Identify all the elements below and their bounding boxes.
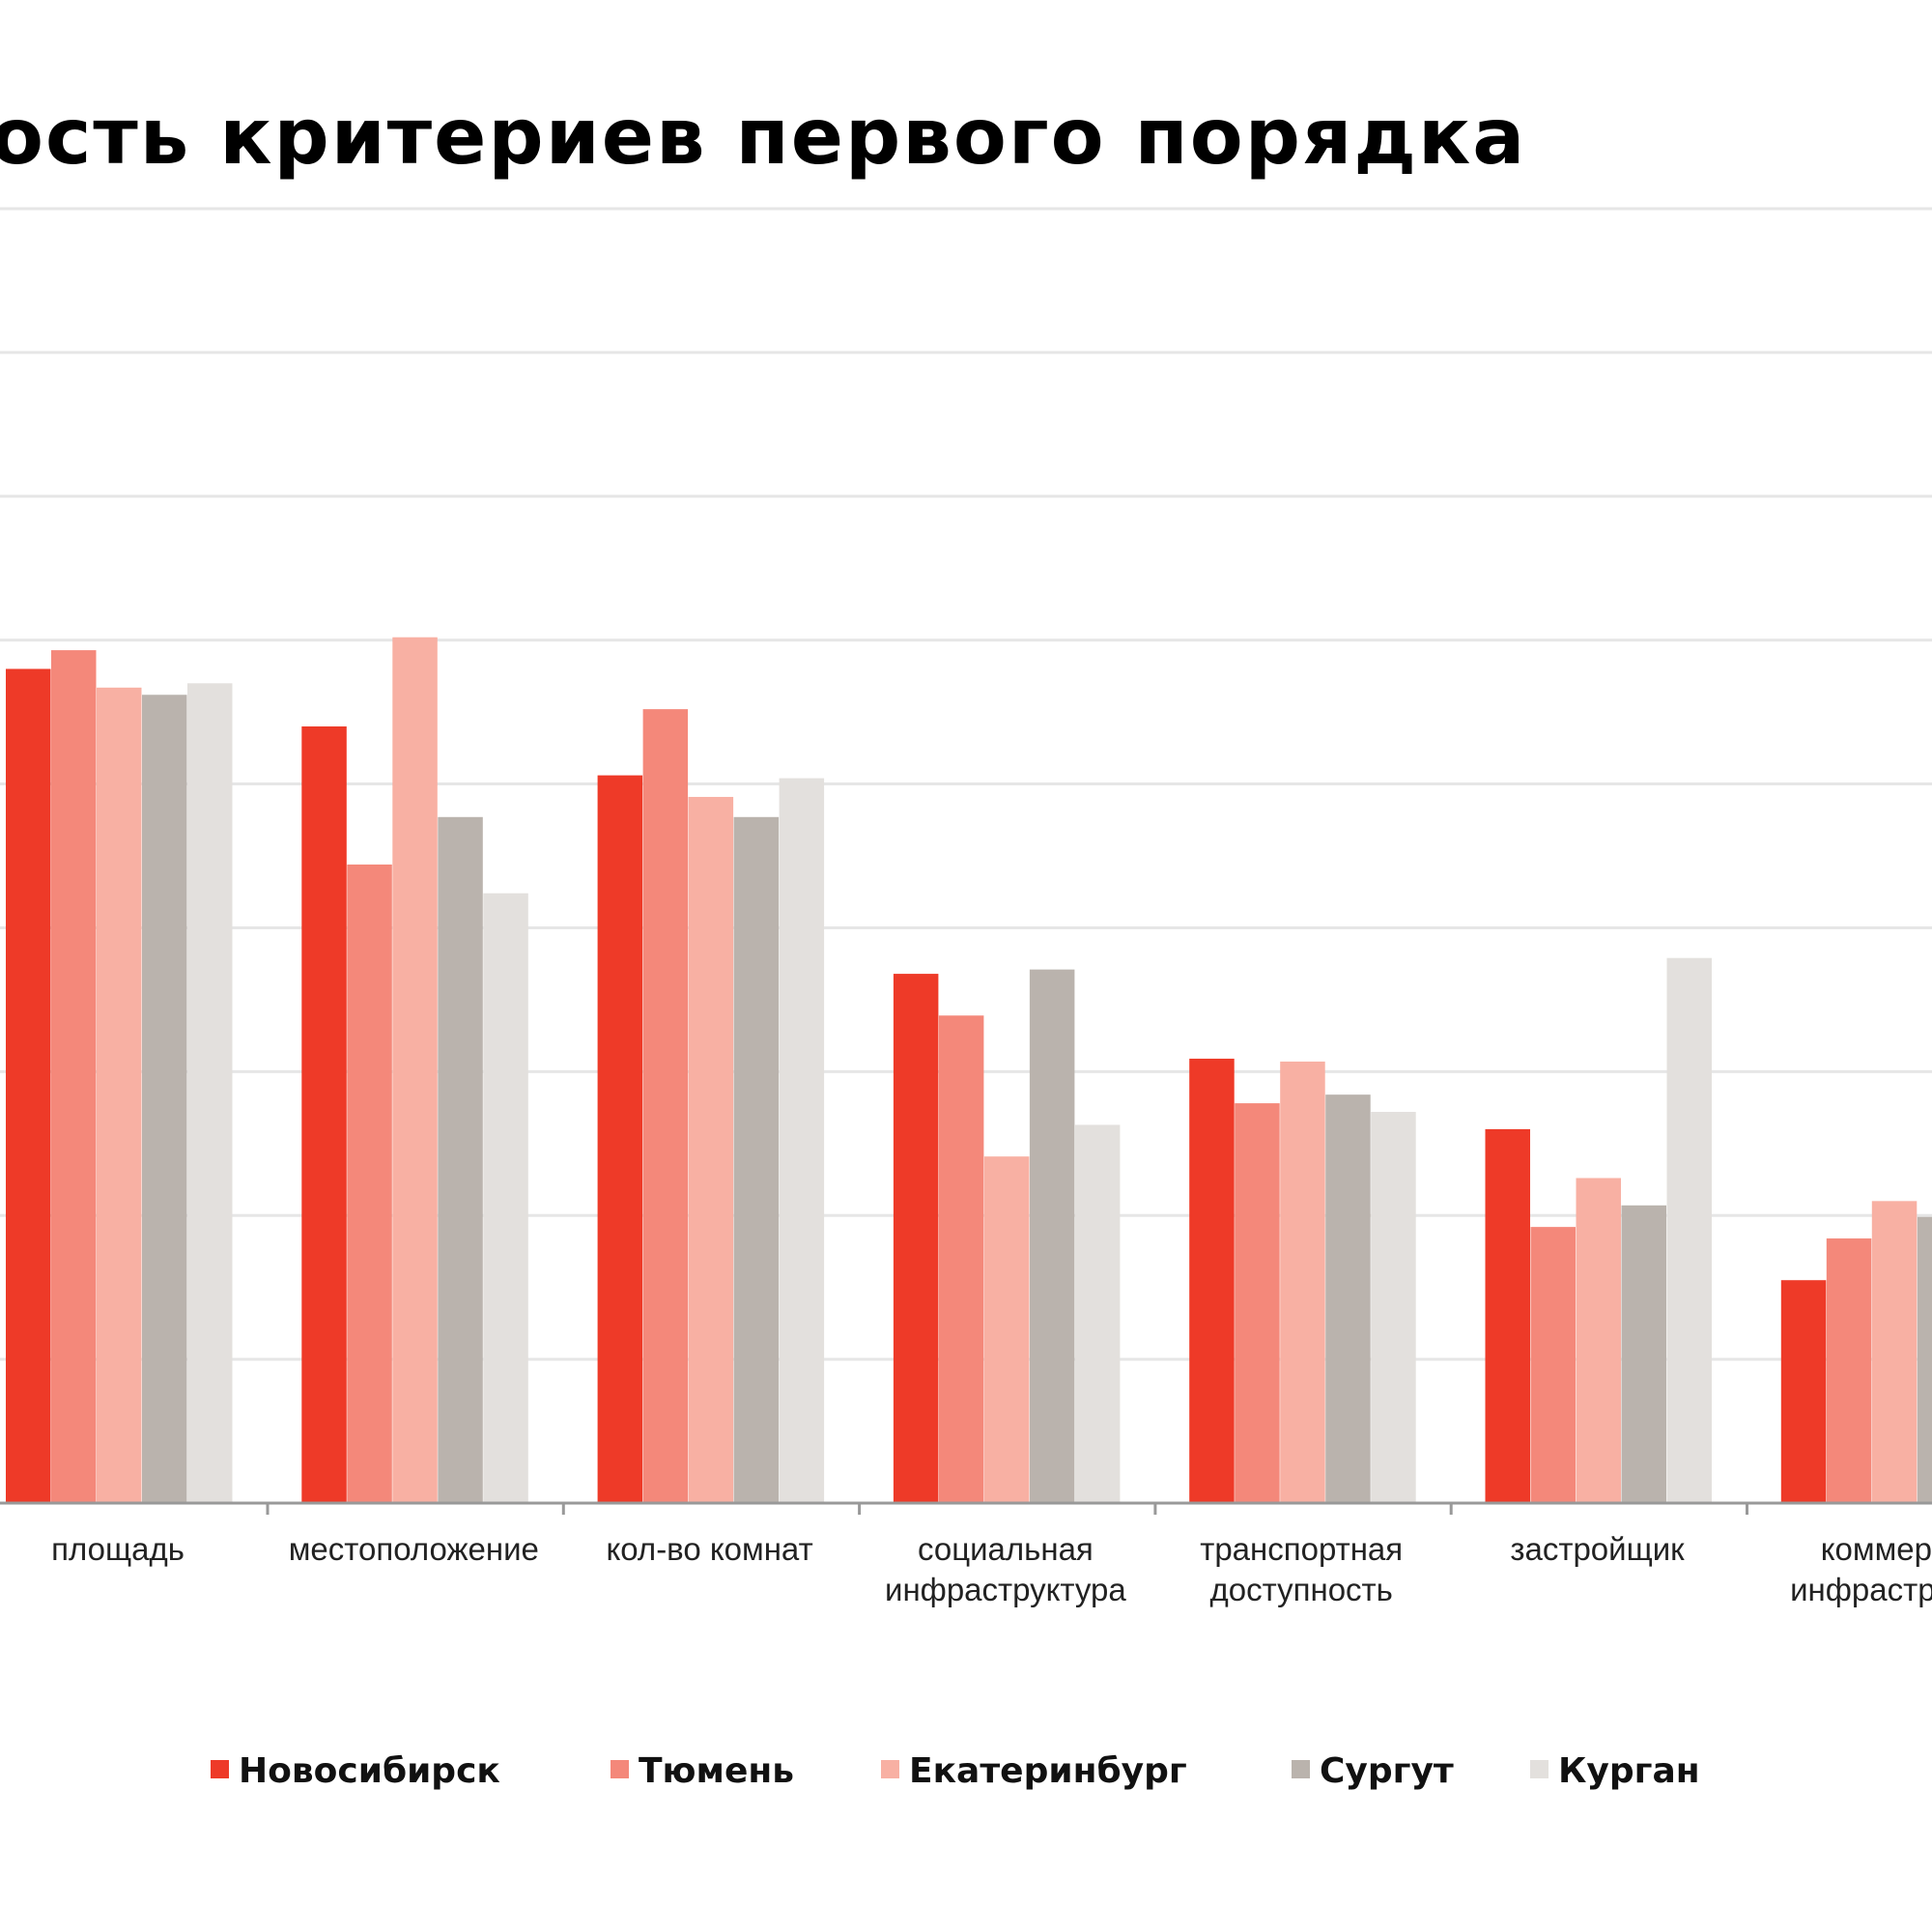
- x-tick-label: транспортная доступность: [1200, 1531, 1403, 1607]
- x-tick-label: социальная инфраструктура: [885, 1531, 1126, 1607]
- bar: [1235, 1103, 1280, 1503]
- bar: [392, 637, 438, 1503]
- x-tick-label: застройщик: [1510, 1531, 1685, 1567]
- bar: [97, 687, 142, 1503]
- legend-swatch: [1292, 1760, 1310, 1778]
- legend-label: Екатеринбург: [909, 1751, 1187, 1791]
- x-tick-labels: площадь местоположение кол-во комнат социал…: [51, 1531, 1932, 1607]
- bar: [1871, 1201, 1918, 1503]
- bar: [1485, 1128, 1530, 1503]
- bar: [1917, 1216, 1932, 1503]
- legend-swatch: [1530, 1760, 1548, 1778]
- bar: [483, 893, 528, 1503]
- legend-label: Новосибирск: [239, 1751, 500, 1791]
- bar: [1189, 1058, 1235, 1503]
- bar: [893, 974, 939, 1503]
- legend: Новосибирск Тюмень Екатеринбург Сургут Курга…: [211, 1751, 1700, 1791]
- bar: [779, 778, 825, 1503]
- legend-swatch: [211, 1760, 229, 1778]
- legend-swatch: [611, 1760, 629, 1778]
- bar: [1780, 1280, 1827, 1503]
- legend-label: Курган: [1558, 1751, 1700, 1791]
- x-tick-label: местоположение: [289, 1531, 539, 1567]
- legend-label: Тюмень: [639, 1751, 794, 1791]
- bar: [1280, 1061, 1325, 1503]
- x-axis: [0, 1501, 1932, 1515]
- bar: [688, 796, 734, 1503]
- x-tick-label: площадь: [51, 1531, 185, 1567]
- bar: [438, 816, 483, 1503]
- bar: [938, 1015, 984, 1503]
- bar: [1666, 957, 1712, 1503]
- bar: [733, 816, 780, 1503]
- bar: [1530, 1227, 1576, 1503]
- x-tick-label: кол-во комнат: [607, 1531, 813, 1567]
- bar: [1325, 1094, 1371, 1503]
- bar: [597, 775, 643, 1503]
- bar: [1576, 1178, 1621, 1503]
- bar: [1621, 1205, 1666, 1503]
- bar: [1826, 1238, 1872, 1503]
- bar: [142, 695, 187, 1503]
- bars: [6, 637, 1932, 1503]
- x-tick-label: коммерчеинфраструкту: [1790, 1531, 1932, 1607]
- bar: [51, 650, 97, 1503]
- chart-title: ость критериев первого порядка: [0, 92, 1527, 182]
- bar: [187, 683, 233, 1503]
- bar: [6, 668, 51, 1503]
- bar: [642, 709, 689, 1503]
- bar: [1029, 969, 1075, 1503]
- bar: [983, 1156, 1030, 1503]
- bar: [1371, 1112, 1416, 1503]
- bar: [1074, 1124, 1121, 1503]
- bar: [347, 864, 392, 1503]
- legend-swatch: [881, 1760, 899, 1778]
- legend-label: Сургут: [1320, 1751, 1454, 1791]
- bar: [301, 726, 347, 1503]
